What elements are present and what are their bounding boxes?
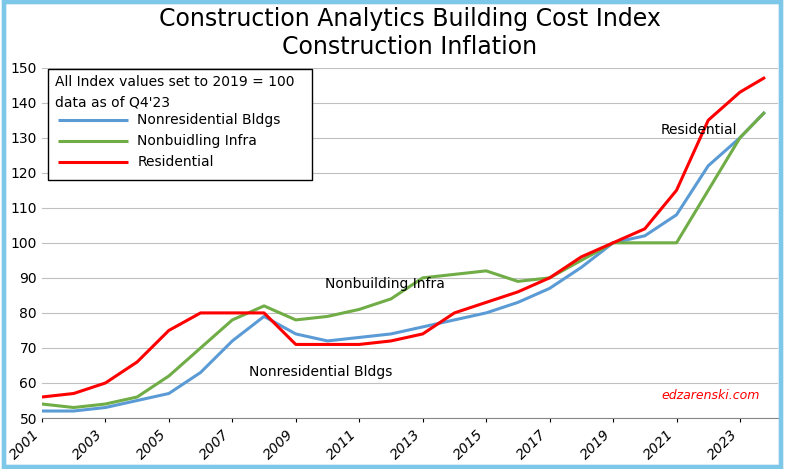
Text: edzarenski.com: edzarenski.com xyxy=(661,389,760,402)
Text: Nonbuidling Infra: Nonbuidling Infra xyxy=(137,134,257,148)
Text: Nonresidential Bldgs: Nonresidential Bldgs xyxy=(137,113,280,127)
FancyBboxPatch shape xyxy=(49,69,312,180)
Text: Residential: Residential xyxy=(137,155,214,169)
Text: Residential: Residential xyxy=(660,123,737,137)
Text: Nonbuilding Infra: Nonbuilding Infra xyxy=(325,277,444,291)
Text: Nonresidential Bldgs: Nonresidential Bldgs xyxy=(250,365,392,379)
Text: data as of Q4'23: data as of Q4'23 xyxy=(55,96,170,110)
Text: All Index values set to 2019 = 100: All Index values set to 2019 = 100 xyxy=(55,75,294,89)
Title: Construction Analytics Building Cost Index
Construction Inflation: Construction Analytics Building Cost Ind… xyxy=(159,7,661,59)
